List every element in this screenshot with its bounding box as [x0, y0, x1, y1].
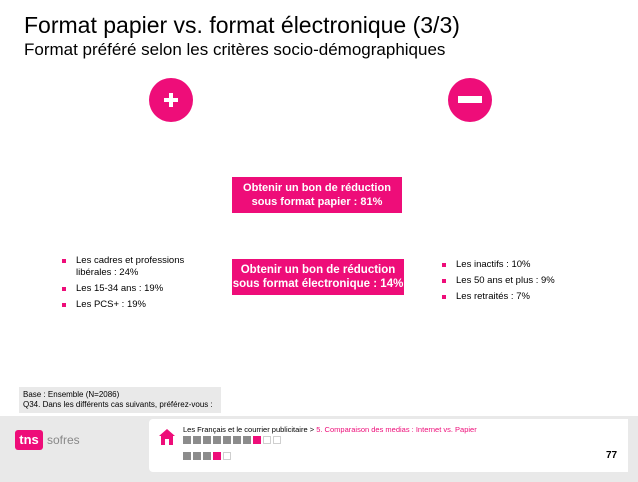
left-bullet-list: Les cadres et professions libérales : 24… [60, 255, 190, 315]
breadcrumb-main: Les Français et le courrier publicitaire [183, 425, 308, 434]
section-nav-row-2 [183, 452, 231, 460]
nav-square[interactable] [193, 436, 201, 444]
base-note-line2: Q34. Dans les différents cas suivants, p… [23, 400, 213, 409]
list-item: Les cadres et professions libérales : 24… [60, 255, 190, 279]
right-bullet-list: Les inactifs : 10% Les 50 ans et plus : … [440, 259, 600, 307]
minus-icon [448, 78, 492, 122]
paper-box-line1: Obtenir un bon de réduction [243, 182, 391, 194]
tns-logo: tns [15, 430, 43, 450]
nav-square[interactable] [223, 452, 231, 460]
list-item: Les retraités : 7% [440, 291, 600, 303]
nav-square[interactable] [243, 436, 251, 444]
nav-square[interactable] [203, 436, 211, 444]
electronic-format-box: Obtenir un bon de réduction sous format … [232, 259, 404, 295]
breadcrumb: Les Français et le courrier publicitaire… [183, 425, 477, 435]
list-item: Les PCS+ : 19% [60, 299, 190, 311]
section-nav-row-1 [183, 436, 281, 444]
base-note-line1: Base : Ensemble (N=2086) [23, 390, 120, 399]
base-note: Base : Ensemble (N=2086) Q34. Dans les d… [19, 387, 221, 413]
nav-square[interactable] [263, 436, 271, 444]
sofres-logo: sofres [47, 433, 80, 447]
paper-box-line2: sous format papier : 81% [251, 196, 383, 208]
nav-square[interactable] [223, 436, 231, 444]
breadcrumb-section-link[interactable]: 5. Comparaison des medias : Internet vs.… [316, 425, 477, 434]
nav-square[interactable] [183, 452, 191, 460]
page-number: 77 [606, 450, 618, 461]
nav-square[interactable] [213, 452, 221, 460]
nav-square[interactable] [273, 436, 281, 444]
electronic-box-line1: Obtenir un bon de réduction [240, 264, 396, 276]
nav-square[interactable] [253, 436, 261, 444]
paper-format-box: Obtenir un bon de réduction sous format … [232, 177, 402, 213]
slide-title: Format papier vs. format électronique (3… [24, 12, 460, 38]
nav-square[interactable] [213, 436, 221, 444]
breadcrumb-separator: > [309, 425, 315, 434]
nav-square[interactable] [233, 436, 241, 444]
nav-square[interactable] [203, 452, 211, 460]
nav-square[interactable] [193, 452, 201, 460]
slide-subtitle: Format préféré selon les critères socio-… [24, 40, 446, 59]
plus-icon [149, 78, 193, 122]
list-item: Les 15-34 ans : 19% [60, 283, 190, 295]
list-item: Les inactifs : 10% [440, 259, 600, 271]
home-icon[interactable] [158, 428, 176, 446]
footer-panel [149, 419, 628, 472]
nav-square[interactable] [183, 436, 191, 444]
electronic-box-line2: sous format électronique : 14% [232, 278, 404, 290]
list-item: Les 50 ans et plus : 9% [440, 275, 600, 287]
